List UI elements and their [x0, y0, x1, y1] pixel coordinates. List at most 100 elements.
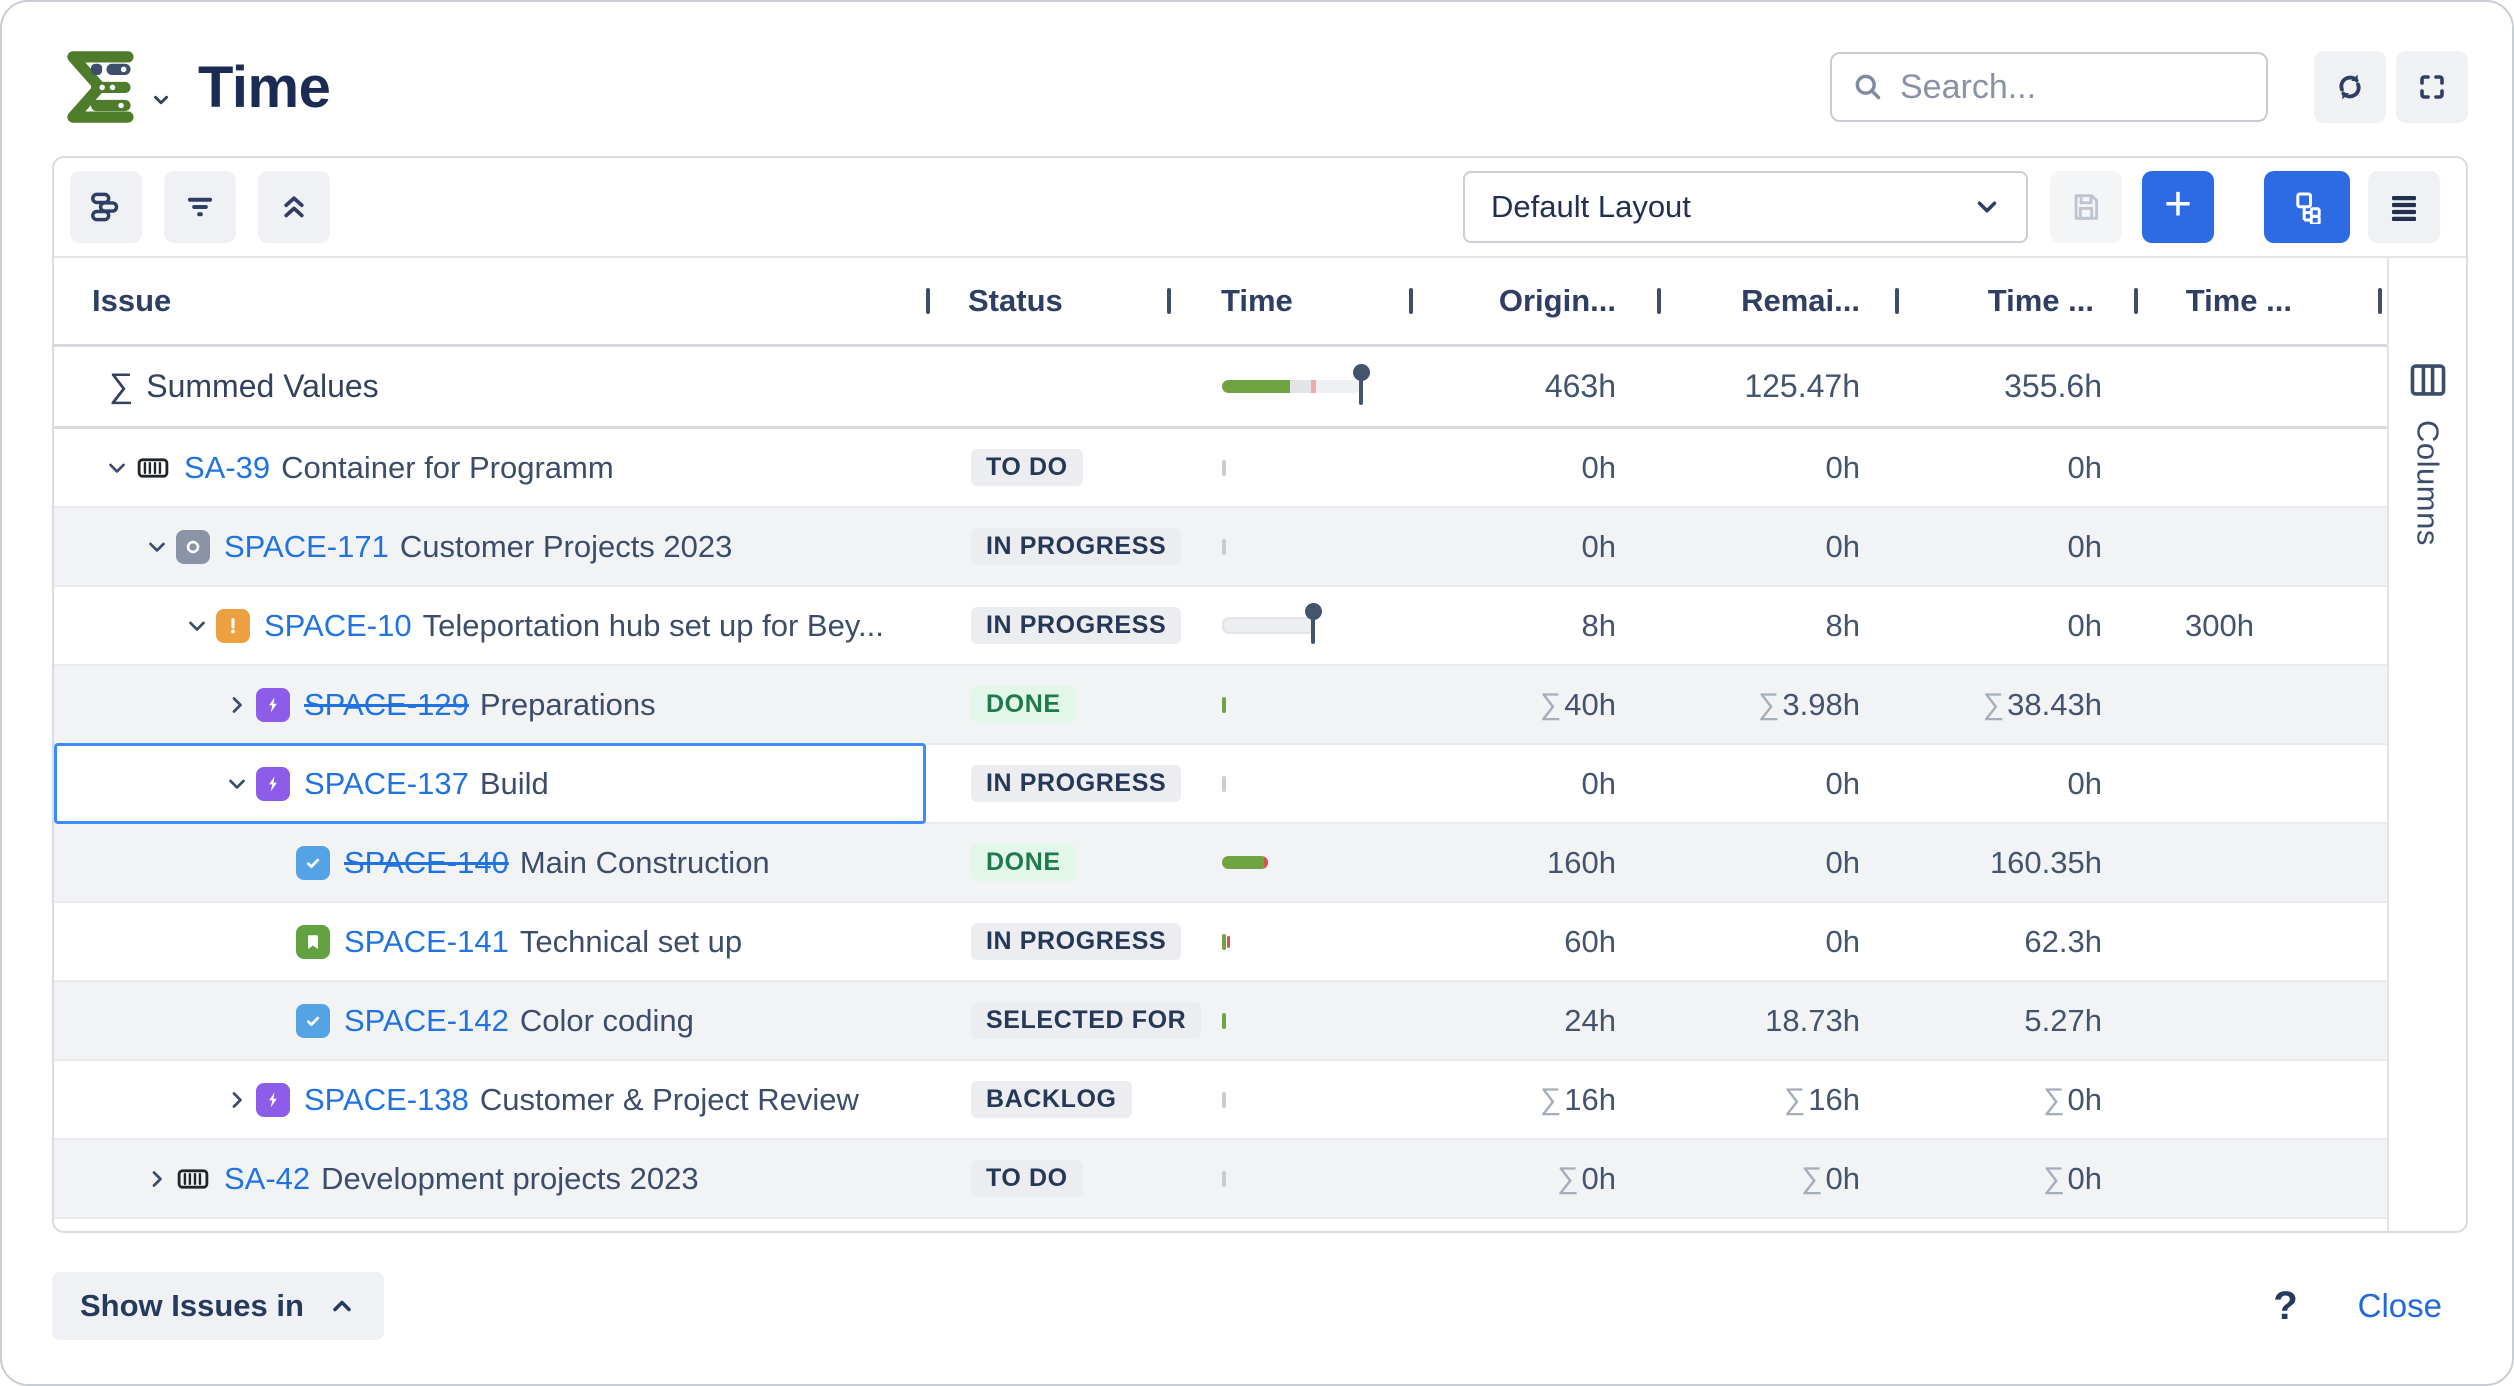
sigma-prefix: ∑ — [1557, 1161, 1579, 1195]
table-row-space-10[interactable]: SPACE-10 Teleportation hub set up for Be… — [54, 587, 2387, 666]
summed-time-extra — [2134, 347, 2387, 426]
time-spent-value: 5.27h — [2024, 1002, 2102, 1038]
issue-cell: SPACE-142 Color coding — [54, 982, 926, 1059]
layout-select[interactable]: Default Layout — [1463, 171, 2028, 243]
expand-chevron-icon[interactable] — [144, 534, 170, 560]
add-button[interactable]: + — [2142, 171, 2214, 243]
issue-key-link[interactable]: SPACE-141 — [344, 923, 509, 959]
original-estimate-value: 8h — [1581, 607, 1616, 643]
sigma-prefix: ∑ — [1758, 687, 1780, 721]
issue-key-link[interactable]: SPACE-140 — [344, 844, 509, 880]
time-progress-cell — [1167, 666, 1409, 743]
filter-button[interactable] — [164, 171, 236, 243]
column-resize-handle[interactable] — [1895, 288, 1899, 314]
issue-key-link[interactable]: SA-42 — [224, 1160, 311, 1196]
summed-time-spent: 355.6h — [2004, 368, 2102, 404]
time-extra-value — [2134, 429, 2387, 506]
issues-table: Issue Status Time Origin... Remai... Time ...… — [54, 258, 2387, 1231]
refresh-button[interactable] — [2314, 51, 2386, 123]
sigma-prefix: ∑ — [2043, 1161, 2065, 1195]
table-row-space-137[interactable]: SPACE-137 Build IN PROGRESS 0h 0h 0h — [54, 743, 2387, 824]
column-header-6: Time ... — [2134, 258, 2387, 344]
list-view-button[interactable] — [2368, 171, 2440, 243]
table-row-sa-39[interactable]: SA-39 Container for Programm TO DO 0h 0h… — [54, 429, 2387, 508]
column-header-4: Remai... — [1657, 258, 1895, 344]
close-button[interactable]: Close — [2357, 1287, 2442, 1324]
time-spent-value: 0h — [2067, 449, 2102, 485]
column-resize-handle[interactable] — [1167, 288, 1171, 314]
remaining-estimate-value: ∑ 0h — [1801, 1160, 1860, 1196]
table-row-sa-42[interactable]: SA-42 Development projects 2023 TO DO ∑ 0… — [54, 1140, 2387, 1219]
chevron-slot — [264, 929, 296, 955]
warning-issue-type-icon — [216, 608, 250, 643]
search-input[interactable] — [1898, 66, 2248, 108]
summed-time-progress-bar — [1222, 364, 1370, 405]
column-header-label: Time ... — [2185, 283, 2292, 318]
remaining-estimate-value: 0h — [1825, 765, 1860, 801]
expand-chevron-icon[interactable] — [224, 771, 250, 797]
issue-title: Build — [479, 765, 549, 801]
help-button[interactable]: ? — [2273, 1283, 2298, 1328]
status-cell: DONE — [926, 666, 1167, 743]
status-cell: IN PROGRESS — [926, 745, 1182, 822]
show-issues-in-button[interactable]: Show Issues in — [52, 1272, 384, 1340]
issue-key-link[interactable]: SPACE-138 — [304, 1081, 469, 1117]
column-resize-handle[interactable] — [2134, 288, 2138, 314]
fullscreen-button[interactable] — [2396, 51, 2468, 123]
table-row-space-141[interactable]: SPACE-141 Technical set up IN PROGRESS 6… — [54, 903, 2387, 982]
time-progress-cell — [1167, 903, 1409, 980]
collapse-all-button[interactable] — [258, 171, 330, 243]
issue-key-link[interactable]: SPACE-142 — [344, 1002, 509, 1038]
expand-chevron-icon[interactable] — [144, 1166, 170, 1192]
time-extra-value — [2134, 508, 2387, 585]
epic-issue-type-icon — [256, 1082, 290, 1117]
time-progress-cell — [1167, 1061, 1409, 1138]
column-header-label: Origin... — [1498, 283, 1616, 318]
issue-key-link[interactable]: SPACE-137 — [304, 765, 469, 801]
time-spent-value: 62.3h — [2024, 923, 2102, 959]
expand-chevron-icon[interactable] — [224, 692, 250, 718]
status-cell: SELECTED FOR — [926, 982, 1202, 1059]
expand-chevron-icon[interactable] — [104, 455, 130, 481]
issue-title: Customer & Project Review — [479, 1081, 859, 1117]
summed-values-label: Summed Values — [146, 368, 379, 404]
table-row-space-142[interactable]: SPACE-142 Color coding SELECTED FOR 24h … — [54, 982, 2387, 1061]
original-estimate-value: 0h — [1581, 449, 1616, 485]
column-header-1: Status — [926, 258, 1167, 344]
table-row-space-129[interactable]: SPACE-129 Preparations DONE ∑ 40h ∑ 3.98h … — [54, 666, 2387, 745]
issue-title: Teleportation hub set up for Bey... — [422, 607, 884, 643]
app-menu-chevron-icon[interactable] — [150, 89, 172, 111]
column-resize-handle[interactable] — [2378, 288, 2382, 314]
remaining-estimate-value: 8h — [1825, 607, 1860, 643]
columns-panel-toggle[interactable]: Columns — [2387, 258, 2466, 1231]
issue-key-link[interactable]: SPACE-171 — [224, 528, 389, 564]
time-pin-marker — [1352, 364, 1370, 405]
table-row-space-138[interactable]: SPACE-138 Customer & Project Review BACK… — [54, 1061, 2387, 1140]
status-badge: IN PROGRESS — [971, 528, 1182, 565]
column-resize-handle[interactable] — [1657, 288, 1661, 314]
issue-key-link[interactable]: SA-39 — [184, 449, 271, 485]
issue-key-link[interactable]: SPACE-129 — [304, 686, 469, 722]
time-spent-value: 0h — [2067, 528, 2102, 564]
app-footer: Show Issues in ? Close — [52, 1271, 2442, 1341]
expand-chevron-icon[interactable] — [224, 1087, 250, 1113]
time-extra-value — [2134, 824, 2387, 901]
tree-view-button[interactable] — [2264, 171, 2350, 243]
time-extra-value: 300h — [2185, 607, 2254, 643]
remaining-estimate-value: 0h — [1825, 923, 1860, 959]
panel-body: Issue Status Time Origin... Remai... Time ...… — [54, 258, 2466, 1231]
issue-cell: SPACE-10 Teleportation hub set up for Be… — [54, 587, 926, 664]
column-resize-handle[interactable] — [1409, 288, 1413, 314]
issue-key-link[interactable]: SPACE-10 — [264, 607, 412, 643]
expand-chevron-icon[interactable] — [184, 613, 210, 639]
search-box[interactable] — [1830, 52, 2268, 122]
columns-panel-label: Columns — [2410, 420, 2446, 546]
grouping-button[interactable] — [70, 171, 142, 243]
save-layout-button[interactable] — [2050, 171, 2122, 243]
time-extra-value — [2134, 903, 2387, 980]
table-row-space-140[interactable]: SPACE-140 Main Construction DONE 160h 0h… — [54, 824, 2387, 903]
column-resize-handle[interactable] — [926, 288, 930, 314]
table-row-space-171[interactable]: SPACE-171 Customer Projects 2023 IN PROG… — [54, 508, 2387, 587]
time-progress-cell — [1167, 508, 1409, 585]
